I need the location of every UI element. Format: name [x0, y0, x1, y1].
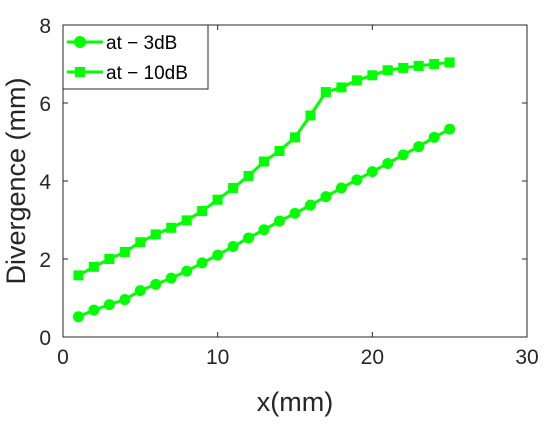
data-point-series-2 — [336, 82, 347, 93]
x-tick-label: 20 — [361, 346, 384, 369]
data-point-series-2 — [73, 270, 84, 281]
data-point-series-2 — [243, 170, 254, 181]
data-point-series-1 — [88, 304, 100, 316]
data-point-series-1 — [444, 123, 456, 135]
series-2 — [73, 57, 455, 281]
data-point-series-1 — [289, 207, 301, 219]
data-point-series-2 — [413, 60, 424, 71]
legend-entry-series-2: at − 10dB — [67, 63, 188, 84]
data-point-series-1 — [320, 191, 332, 203]
data-point-series-1 — [274, 215, 286, 227]
data-point-series-2 — [429, 59, 440, 69]
data-point-series-2 — [197, 206, 208, 217]
data-point-series-2 — [150, 229, 161, 240]
ticks-layer: 0 10 20 30 0 2 4 6 8 — [39, 15, 538, 369]
series-layer — [72, 57, 456, 323]
data-point-series-2 — [166, 222, 177, 233]
y-tick-label: 0 — [39, 327, 51, 350]
data-point-series-1 — [243, 232, 255, 244]
data-point-series-1 — [258, 224, 270, 236]
data-point-series-2 — [259, 156, 270, 167]
data-point-series-2 — [305, 110, 316, 121]
data-point-series-1 — [428, 131, 440, 143]
data-point-series-2 — [320, 87, 331, 98]
data-point-series-2 — [135, 237, 146, 248]
data-point-series-1 — [351, 174, 363, 186]
x-axis-label: x(mm) — [257, 387, 333, 417]
x-tick-label: 0 — [57, 346, 69, 369]
legend-label-series-2: at − 10dB — [106, 63, 188, 84]
data-point-series-2 — [228, 183, 239, 194]
legend-marker-series-2 — [75, 67, 85, 77]
data-point-series-1 — [72, 311, 84, 323]
y-axis-label: Divergence (mm) — [1, 77, 31, 284]
data-point-series-1 — [227, 241, 239, 253]
legend-box — [62, 24, 209, 90]
data-point-series-2 — [88, 261, 99, 272]
legend: at − 3dB at − 10dB — [62, 24, 209, 90]
data-point-series-2 — [398, 62, 409, 73]
data-point-series-1 — [335, 182, 347, 194]
y-tick-label: 2 — [39, 249, 51, 272]
data-point-series-1 — [413, 141, 425, 153]
data-point-series-2 — [181, 215, 192, 226]
data-point-series-2 — [367, 70, 378, 81]
data-point-series-1 — [119, 294, 131, 306]
data-point-series-2 — [274, 145, 285, 156]
data-point-series-2 — [382, 65, 393, 76]
data-point-series-1 — [397, 149, 409, 161]
x-tick-label: 10 — [206, 346, 229, 369]
data-point-series-2 — [351, 75, 362, 86]
data-point-series-2 — [212, 194, 223, 205]
data-point-series-1 — [134, 285, 146, 297]
x-tick-label: 30 — [515, 346, 538, 369]
data-point-series-2 — [444, 57, 455, 68]
data-point-series-1 — [366, 166, 378, 178]
data-point-series-1 — [103, 299, 115, 311]
y-tick-label: 6 — [39, 93, 51, 116]
data-point-series-1 — [382, 157, 394, 169]
series-1 — [72, 123, 456, 323]
data-point-series-1 — [196, 257, 208, 269]
data-point-series-2 — [119, 246, 130, 257]
y-tick-label: 8 — [39, 15, 51, 38]
data-point-series-2 — [290, 132, 300, 143]
data-point-series-1 — [181, 265, 193, 277]
data-point-series-1 — [212, 249, 224, 261]
data-point-series-1 — [165, 272, 177, 284]
data-point-series-2 — [104, 254, 115, 264]
data-point-series-1 — [304, 199, 316, 211]
legend-label-series-1: at − 3dB — [106, 33, 177, 54]
legend-entry-series-1: at − 3dB — [67, 33, 177, 54]
legend-marker-series-1 — [74, 36, 86, 48]
y-tick-label: 4 — [39, 171, 51, 194]
data-point-series-1 — [150, 278, 162, 290]
